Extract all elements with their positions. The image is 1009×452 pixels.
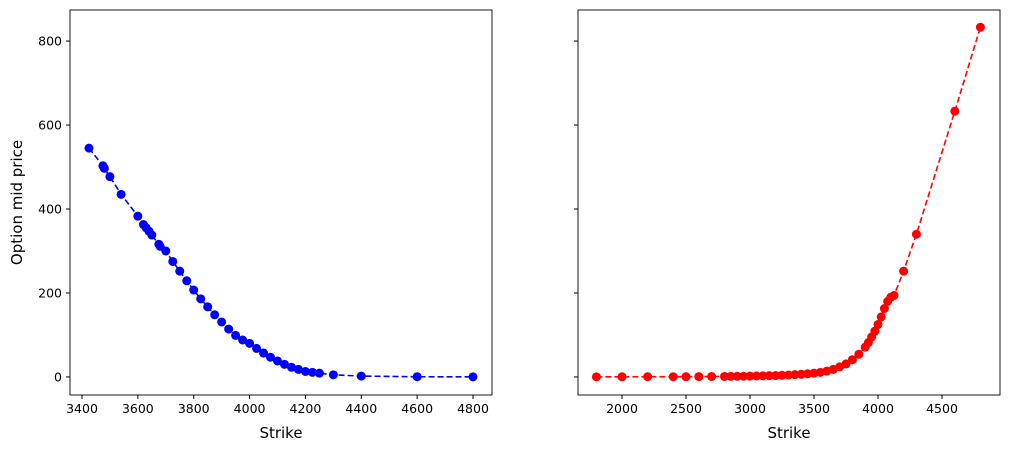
marker xyxy=(133,211,143,221)
marker xyxy=(777,370,787,380)
marker xyxy=(847,355,857,365)
marker xyxy=(854,349,864,359)
marker xyxy=(899,266,909,276)
y-tick-label: 800 xyxy=(38,34,62,49)
marker xyxy=(245,338,255,348)
marker xyxy=(876,312,886,322)
axes-frame xyxy=(577,9,1001,396)
marker xyxy=(175,266,185,276)
x-tick-label: 2500 xyxy=(670,401,702,416)
marker xyxy=(732,371,742,381)
marker xyxy=(751,371,761,381)
marker xyxy=(758,371,768,381)
marker xyxy=(328,370,338,380)
marker xyxy=(116,189,126,199)
x-tick-label: 4600 xyxy=(401,401,433,416)
marker xyxy=(790,370,800,380)
marker xyxy=(719,371,729,381)
marker xyxy=(617,372,627,382)
subplot: 3400 3600 3800 4000 4200 4400 4600 4800 0 200 400 6… xyxy=(8,9,493,442)
marker xyxy=(266,352,276,362)
marker xyxy=(84,143,94,153)
marker xyxy=(356,371,366,381)
marker xyxy=(99,163,109,173)
marker xyxy=(307,367,317,377)
y-tick-label: 200 xyxy=(38,285,62,300)
marker xyxy=(889,290,899,300)
marker xyxy=(182,276,192,286)
marker xyxy=(286,362,296,372)
marker xyxy=(468,372,478,382)
y-axis-label: Option mid price xyxy=(8,140,26,265)
axes-frame xyxy=(69,9,493,396)
marker xyxy=(681,372,691,382)
marker xyxy=(203,302,213,312)
marker xyxy=(147,230,157,240)
marker xyxy=(668,372,678,382)
subplot: 2000 2500 3000 3500 4000 4500 Strike xyxy=(574,9,1001,442)
marker xyxy=(412,372,422,382)
marker xyxy=(231,330,241,340)
marker xyxy=(745,371,755,381)
marker xyxy=(796,369,806,379)
marker xyxy=(314,368,324,378)
x-tick-label: 3800 xyxy=(178,401,210,416)
marker xyxy=(252,343,262,353)
marker xyxy=(873,319,883,329)
marker xyxy=(279,359,289,369)
x-tick-label: 4200 xyxy=(290,401,322,416)
x-tick-label: 3500 xyxy=(798,401,830,416)
marker xyxy=(841,359,851,369)
marker xyxy=(771,371,781,381)
series-line xyxy=(88,147,474,378)
y-tick-label: 0 xyxy=(54,369,62,384)
marker xyxy=(210,310,220,320)
marker xyxy=(783,370,793,380)
marker xyxy=(161,246,171,256)
marker xyxy=(259,348,269,358)
marker xyxy=(694,372,704,382)
marker xyxy=(238,335,248,345)
series-line xyxy=(596,26,982,378)
marker xyxy=(643,372,653,382)
x-tick-label: 4000 xyxy=(862,401,894,416)
marker xyxy=(196,294,206,304)
x-axis-label: Strike xyxy=(259,424,302,442)
marker xyxy=(764,371,774,381)
marker xyxy=(189,285,199,295)
marker xyxy=(950,106,960,116)
marker xyxy=(300,366,310,376)
marker xyxy=(707,372,717,382)
marker xyxy=(224,324,234,334)
x-tick-label: 4400 xyxy=(345,401,377,416)
marker xyxy=(975,22,985,32)
marker xyxy=(273,356,283,366)
y-tick-label: 400 xyxy=(38,202,62,217)
x-tick-label: 4000 xyxy=(234,401,266,416)
marker xyxy=(726,371,736,381)
x-axis-label: Strike xyxy=(767,424,810,442)
marker xyxy=(879,304,889,314)
x-tick-label: 2000 xyxy=(606,401,638,416)
marker xyxy=(217,317,227,327)
x-tick-label: 4500 xyxy=(926,401,958,416)
y-tick-label: 600 xyxy=(38,118,62,133)
marker xyxy=(293,364,303,374)
marker xyxy=(870,326,880,336)
marker xyxy=(739,371,749,381)
x-tick-label: 3600 xyxy=(122,401,154,416)
marker xyxy=(168,256,178,266)
marker xyxy=(911,229,921,239)
x-tick-label: 4800 xyxy=(457,401,489,416)
x-tick-label: 3000 xyxy=(734,401,766,416)
marker xyxy=(105,172,115,182)
marker xyxy=(591,372,601,382)
x-tick-label: 3400 xyxy=(66,401,98,416)
